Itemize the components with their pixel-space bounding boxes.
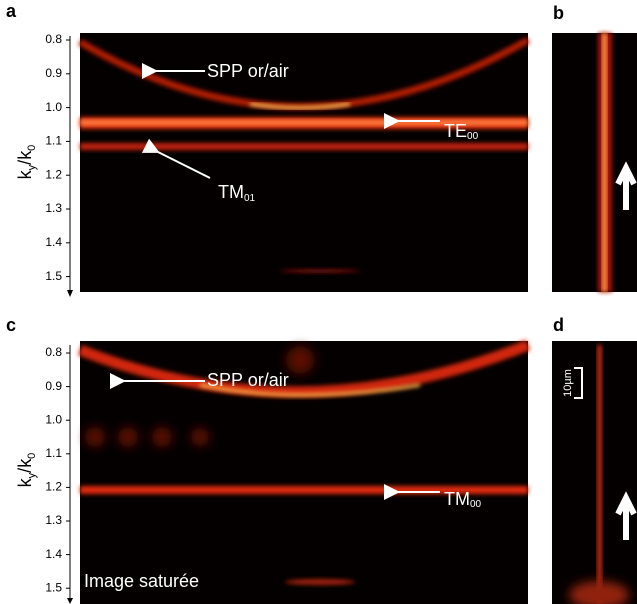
tick-label: 1.0 — [45, 100, 62, 114]
tick-label: 1.1 — [45, 446, 62, 460]
image-a — [78, 33, 530, 292]
tick-label: 1.5 — [45, 269, 62, 283]
axis-label: ky/k0 — [15, 453, 38, 488]
panel-label: b — [553, 3, 564, 23]
annotation: TE — [444, 121, 467, 141]
tick-label: 1.2 — [45, 480, 62, 494]
annotation: SPP or/air — [207, 61, 289, 81]
tick-label: 0.8 — [45, 345, 62, 359]
image-d: 10µm — [552, 341, 637, 604]
panel-label: c — [6, 315, 16, 335]
axis-label-part: y — [26, 472, 38, 478]
annotation: TM01 — [218, 182, 256, 204]
tick-label: 1.2 — [45, 167, 62, 181]
subscript: 01 — [244, 193, 256, 204]
tick-label: 0.9 — [45, 66, 62, 80]
axis-label-part: 0 — [26, 453, 38, 459]
image-b — [552, 33, 637, 292]
panel-label: d — [553, 315, 564, 335]
tick-label: 1.3 — [45, 201, 62, 215]
tick-label: 1.5 — [45, 580, 62, 594]
annotation: TM — [444, 489, 470, 509]
subscript: 00 — [470, 499, 482, 510]
image-c — [77, 339, 531, 604]
tick-label: 1.0 — [45, 412, 62, 426]
axis-label: ky/k0 — [15, 145, 38, 180]
axis-label-part: 0 — [26, 145, 38, 151]
tick-label: 1.4 — [45, 547, 62, 561]
annotation: TM00 — [444, 489, 482, 510]
annotation: TE00 — [444, 121, 479, 142]
axis-label-part: k — [15, 477, 35, 487]
annotation: SPP or/air — [207, 370, 289, 390]
axis-label-part: /k — [15, 150, 35, 165]
axis-arrow — [67, 598, 73, 604]
axes: 0.80.91.01.11.21.31.41.5ky/k00.80.91.01.… — [15, 32, 73, 604]
tick-label: 0.9 — [45, 379, 62, 393]
tick-label: 1.1 — [45, 134, 62, 148]
subscript: 00 — [467, 131, 479, 142]
axis-label-part: /k — [15, 458, 35, 473]
axis-label-part: y — [26, 164, 38, 170]
scale-label: 10µm — [562, 369, 574, 397]
panel-label: a — [6, 1, 17, 21]
tick-label: 1.3 — [45, 513, 62, 527]
annotations-a: SPP or/air TE00 TM01 — [141, 61, 479, 204]
tick-label: 0.8 — [45, 32, 62, 46]
caption: Image saturée — [84, 571, 199, 591]
annotations-c: SPP or/air TM00 Image saturée — [84, 370, 482, 591]
annotation: TM — [218, 182, 244, 202]
axis-arrow — [67, 290, 73, 297]
axis-label-part: k — [15, 169, 35, 179]
tick-label: 1.4 — [45, 235, 62, 249]
